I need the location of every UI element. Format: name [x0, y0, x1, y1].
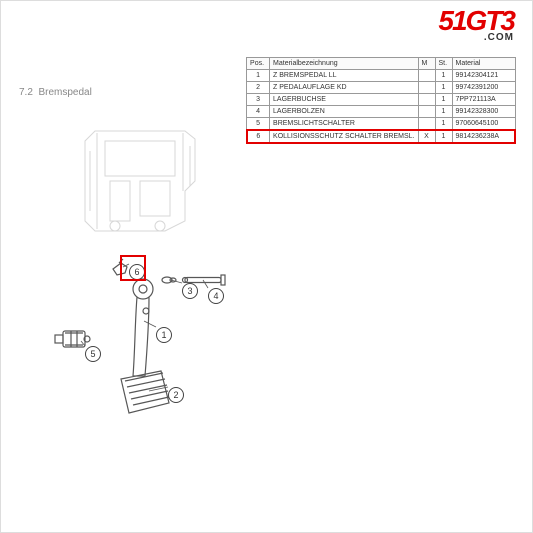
cell-mat: 9814236238A [452, 130, 515, 143]
col-m: M [418, 58, 435, 70]
cell-name: Z PEDALAUFLAGE KD [270, 82, 418, 94]
parts-table: Pos. Materialbezeichnung M St. Material … [246, 57, 516, 144]
cell-name: BREMSLICHTSCHALTER [270, 118, 418, 131]
cell-pos: 1 [247, 70, 270, 82]
cell-m: X [418, 130, 435, 143]
part-6-clip [113, 259, 127, 275]
cell-name: Z BREMSPEDAL LL [270, 70, 418, 82]
assembly-outline [85, 131, 195, 231]
cell-pos: 3 [247, 94, 270, 106]
cell-st: 1 [435, 94, 452, 106]
cell-mat: 99742391200 [452, 82, 515, 94]
part-outlines [55, 259, 225, 413]
page-root: 51GT3 .COM 7.2 Bremspedal [0, 0, 533, 533]
cell-m [418, 82, 435, 94]
cell-st: 1 [435, 106, 452, 118]
cell-pos: 6 [247, 130, 270, 143]
cell-pos: 5 [247, 118, 270, 131]
cell-st: 1 [435, 118, 452, 131]
table-body: 1Z BREMSPEDAL LL1991423041212Z PEDALAUFL… [247, 70, 515, 144]
col-pos: Pos. [247, 58, 270, 70]
cell-pos: 2 [247, 82, 270, 94]
cell-name: KOLLISIONSSCHUTZ SCHALTER BREMSL. [270, 130, 418, 143]
section-title-text: Bremspedal [38, 87, 91, 98]
part-5-switch [55, 331, 90, 347]
col-material: Material [452, 58, 515, 70]
table-header: Pos. Materialbezeichnung M St. Material [247, 58, 515, 70]
callout-5: 5 [85, 346, 101, 362]
callout-3: 3 [182, 283, 198, 299]
cell-pos: 4 [247, 106, 270, 118]
callout-1: 1 [156, 327, 172, 343]
brand-logo: 51GT3 .COM [438, 7, 514, 43]
cell-st: 1 [435, 70, 452, 82]
section-number: 7.2 [19, 87, 33, 98]
cell-m [418, 106, 435, 118]
table-row: 2Z PEDALAUFLAGE KD 199742391200 [247, 82, 515, 94]
exploded-diagram: 123456 [35, 121, 285, 421]
part-1-pedal-arm [133, 279, 153, 376]
cell-m [418, 118, 435, 131]
table-row: 6KOLLISIONSSCHUTZ SCHALTER BREMSL.X19814… [247, 130, 515, 143]
cell-st: 1 [435, 130, 452, 143]
callout-2: 2 [168, 387, 184, 403]
cell-st: 1 [435, 82, 452, 94]
table-row: 4LAGERBOLZEN 199142328300 [247, 106, 515, 118]
cell-name: LAGERBUCHSE [270, 94, 418, 106]
table-row: 3LAGERBUCHSE 17PP721113A [247, 94, 515, 106]
section-heading: 7.2 Bremspedal [19, 87, 92, 98]
col-name: Materialbezeichnung [270, 58, 418, 70]
diagram-svg [35, 121, 285, 421]
cell-mat: 97060645100 [452, 118, 515, 131]
cell-m [418, 94, 435, 106]
cell-name: LAGERBOLZEN [270, 106, 418, 118]
cell-m [418, 70, 435, 82]
col-st: St. [435, 58, 452, 70]
callout-4: 4 [208, 288, 224, 304]
cell-mat: 99142304121 [452, 70, 515, 82]
callout-6: 6 [129, 264, 145, 280]
table-row: 5BREMSLICHTSCHALTER 197060645100 [247, 118, 515, 131]
table-row: 1Z BREMSPEDAL LL199142304121 [247, 70, 515, 82]
cell-mat: 99142328300 [452, 106, 515, 118]
cell-mat: 7PP721113A [452, 94, 515, 106]
part-3-bushing [162, 277, 176, 283]
part-2-pedal-pad [121, 371, 169, 413]
